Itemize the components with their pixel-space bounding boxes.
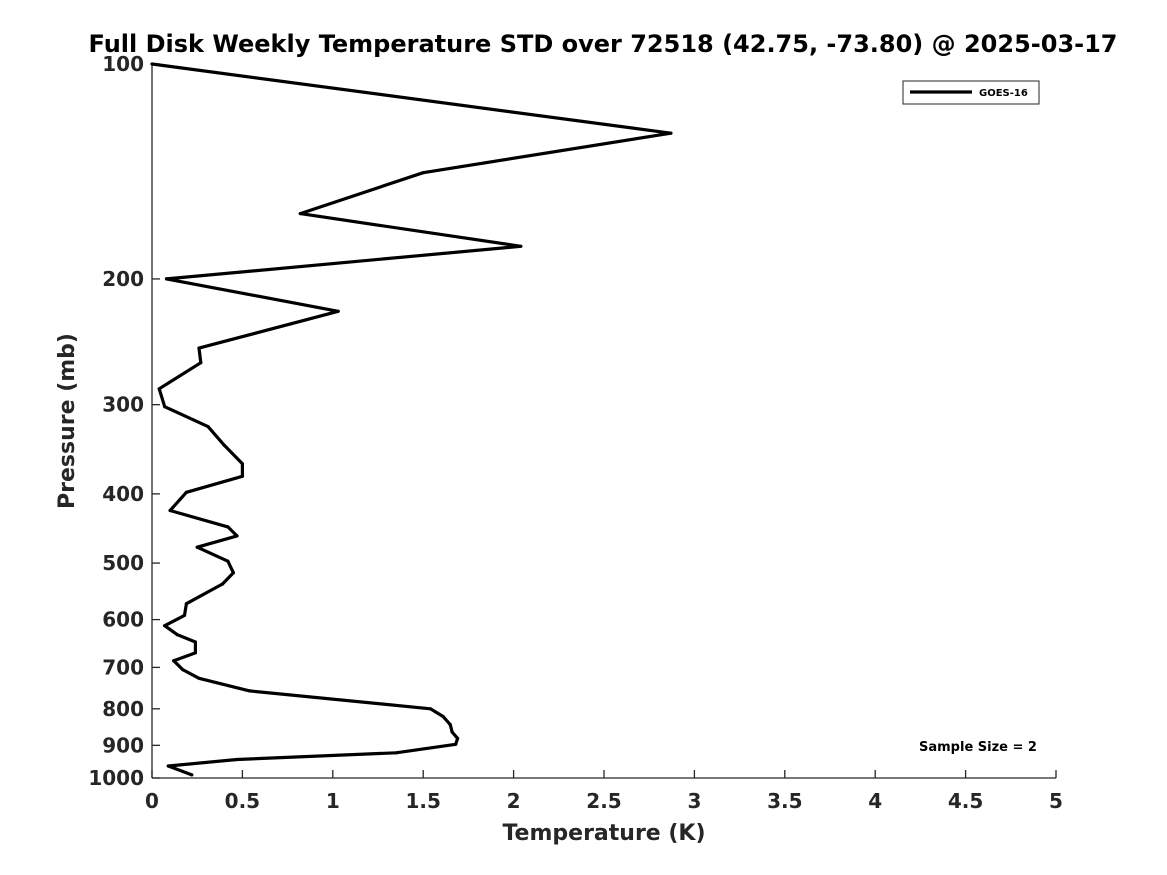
x-tick-label: 5 (1049, 789, 1063, 813)
data-point (163, 405, 167, 409)
data-point (240, 462, 244, 466)
data-point (172, 659, 176, 663)
y-tick-label: 800 (102, 697, 144, 721)
data-point (336, 309, 340, 313)
data-point (248, 689, 252, 693)
data-point (184, 490, 188, 494)
y-axis-label: Pressure (mb) (55, 333, 80, 509)
data-point (428, 707, 432, 711)
legend: GOES-16 (902, 80, 1040, 105)
x-tick-label: 3.5 (767, 789, 802, 813)
data-point (235, 757, 239, 762)
data-point (421, 171, 425, 175)
series-line-goes-16 (151, 62, 673, 777)
y-tick-label: 300 (102, 393, 144, 417)
data-point (441, 714, 445, 719)
data-point (222, 443, 226, 447)
data-point (226, 559, 230, 563)
data-point (456, 736, 460, 741)
data-point (298, 212, 302, 216)
data-point (448, 723, 452, 727)
data-point (669, 131, 673, 135)
data-point (519, 244, 523, 248)
data-point (206, 425, 210, 429)
data-point (157, 387, 161, 391)
data-point (197, 676, 201, 680)
data-point (240, 474, 244, 478)
data-point (168, 508, 172, 513)
data-point (195, 545, 199, 549)
y-tick-label: 1000 (88, 766, 144, 790)
plot-area: 0 0.5 1 1.5 2 2.5 3 3.5 4 4.5 5 100 200 300 400 500 600… (88, 52, 1063, 813)
data-point (184, 602, 188, 606)
x-tick-label: 2 (507, 789, 521, 813)
data-point (150, 62, 154, 66)
data-point (394, 751, 398, 755)
data-point (175, 633, 179, 637)
y-tick-label: 600 (102, 608, 144, 632)
y-tick-label: 500 (102, 551, 144, 575)
y-axis-ticks: 100 200 300 400 500 600 700 800 900 1000 (88, 52, 160, 790)
data-point (163, 624, 167, 628)
data-point (231, 571, 235, 575)
data-point (181, 668, 185, 672)
legend-entry-label: GOES-16 (979, 88, 1028, 99)
data-point (164, 277, 169, 281)
data-point (166, 764, 170, 768)
data-point (182, 613, 187, 618)
x-tick-label: 4.5 (948, 789, 983, 813)
data-point (226, 525, 230, 529)
y-tick-label: 400 (102, 482, 144, 506)
data-point (454, 742, 458, 746)
data-point (450, 730, 454, 734)
data-point (197, 346, 201, 350)
data-point (193, 651, 197, 655)
series-points (150, 62, 673, 777)
sample-size-annotation: Sample Size = 2 (919, 740, 1037, 755)
x-tick-label: 3 (687, 789, 701, 813)
y-tick-label: 900 (102, 733, 144, 757)
data-point (193, 640, 197, 644)
y-tick-label: 100 (102, 52, 144, 76)
x-tick-label: 4 (868, 789, 882, 813)
x-axis-ticks: 0 0.5 1 1.5 2 2.5 3 3.5 4 4.5 5 (145, 770, 1063, 813)
chart-title: Full Disk Weekly Temperature STD over 72… (89, 30, 1118, 58)
x-tick-label: 2.5 (586, 789, 621, 813)
data-point (235, 534, 239, 538)
y-tick-label: 200 (102, 267, 144, 291)
y-tick-label: 700 (102, 655, 144, 679)
x-tick-label: 0 (145, 789, 159, 813)
data-point (220, 582, 225, 586)
x-tick-label: 0.5 (225, 789, 260, 813)
data-point (199, 361, 203, 365)
data-point (190, 773, 194, 777)
x-axis-label: Temperature (K) (502, 821, 705, 846)
x-tick-label: 1 (326, 789, 340, 813)
x-tick-label: 1.5 (405, 789, 440, 813)
